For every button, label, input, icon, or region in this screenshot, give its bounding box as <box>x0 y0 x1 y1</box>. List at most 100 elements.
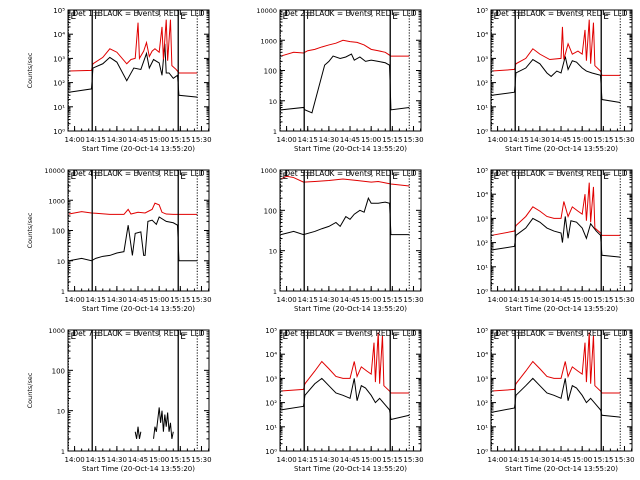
events-series-line-0 <box>491 56 621 104</box>
marker-label: E <box>603 172 609 182</box>
y-tick-label: 10² <box>476 80 488 88</box>
panel-title: Det 4: BLACK = Events, RED = LLD <box>72 169 204 178</box>
marker-label: E <box>603 332 609 342</box>
x-tick-label: 15:00 <box>572 296 592 304</box>
lld-series-line-1 <box>491 19 621 76</box>
y-tick-label: 10⁵ <box>476 167 488 175</box>
panel-p9: E F E 10⁰ 10¹ 10² 10³ 10⁴ 10⁵ 14:00 14:15 14:30 14:4… <box>476 327 634 473</box>
events-series-line-0 <box>280 53 410 114</box>
x-axis-label: Start Time (20-Oct-14 13:55:20) <box>505 305 618 313</box>
x-axis-label: Start Time (20-Oct-14 13:55:20) <box>294 465 407 473</box>
x-tick-label: 15:00 <box>149 296 169 304</box>
y-tick-label: 1 <box>61 448 65 456</box>
x-tick-label: 15:30 <box>403 296 423 304</box>
x-tick-label: 14:30 <box>107 456 127 464</box>
marker-label: F <box>94 332 99 342</box>
marker-label: F <box>306 332 311 342</box>
marker-label: E <box>282 12 288 22</box>
x-tick-label: 15:30 <box>403 456 423 464</box>
y-tick-label: 10 <box>57 258 65 266</box>
x-tick-label: 14:15 <box>509 136 529 144</box>
x-axis-label: Start Time (20-Oct-14 13:55:20) <box>294 305 407 313</box>
x-tick-label: 15:15 <box>382 456 402 464</box>
panel-title: Det 1: BLACK = Events, RED = LLD <box>72 9 204 18</box>
y-tick-label: 10³ <box>265 375 277 383</box>
x-tick-label: 14:45 <box>340 296 360 304</box>
x-tick-label: 14:45 <box>128 136 148 144</box>
marker-label: E <box>180 172 186 182</box>
x-tick-label: 14:00 <box>276 136 296 144</box>
events-series-line-1 <box>153 407 174 439</box>
x-tick-label: 15:30 <box>614 136 634 144</box>
panel-title: Det 5: BLACK = Events, RED = LLD <box>284 169 416 178</box>
y-tick-label: 10³ <box>476 375 488 383</box>
marker-label: E <box>180 332 186 342</box>
x-tick-label: 14:00 <box>487 136 507 144</box>
x-tick-label: 14:00 <box>64 296 84 304</box>
y-tick-label: 10⁴ <box>476 31 488 39</box>
x-tick-label: 15:00 <box>361 456 381 464</box>
plot-frame <box>279 9 422 132</box>
x-axis-label: Start Time (20-Oct-14 13:55:20) <box>505 145 618 153</box>
y-tick-label: 100 <box>264 207 277 215</box>
x-tick-label: 14:15 <box>86 296 106 304</box>
marker-label: E <box>493 332 499 342</box>
x-tick-label: 14:45 <box>551 136 571 144</box>
lld-series-line-1 <box>491 182 621 236</box>
marker-label: E <box>392 332 398 342</box>
marker-label: F <box>306 12 311 22</box>
y-tick-label: 10⁴ <box>476 191 488 199</box>
x-tick-label: 14:15 <box>298 456 318 464</box>
y-tick-label: 1 <box>273 128 277 136</box>
x-tick-label: 15:30 <box>403 136 423 144</box>
x-axis-label: Start Time (20-Oct-14 13:55:20) <box>505 465 618 473</box>
panel-p1: E F E 10⁰ 10¹ 10² 10³ 10⁴ 10⁵ 14:00 14:15 14:30 14:4… <box>26 7 212 153</box>
events-series-line-0 <box>68 216 198 262</box>
y-tick-label: 10 <box>269 98 277 106</box>
y-tick-label: 10⁵ <box>476 7 488 15</box>
y-tick-label: 1 <box>273 288 277 296</box>
plot-frame <box>490 169 633 292</box>
y-tick-label: 10¹ <box>476 424 488 432</box>
x-tick-label: 15:15 <box>593 296 613 304</box>
x-tick-label: 15:00 <box>572 456 592 464</box>
marker-label: E <box>180 12 186 22</box>
events-series-line-0 <box>68 43 198 98</box>
x-tick-label: 14:45 <box>128 296 148 304</box>
marker-label: E <box>493 172 499 182</box>
marker-label: F <box>517 172 522 182</box>
panel-p3: E F E 10⁰ 10¹ 10² 10³ 10⁴ 10⁵ 14:00 14:15 14:30 14:4… <box>476 7 634 153</box>
lld-series-line-1 <box>280 175 410 187</box>
y-tick-label: 10⁴ <box>265 351 277 359</box>
x-tick-label: 15:00 <box>149 136 169 144</box>
marker-label: F <box>517 12 522 22</box>
marker-label: E <box>70 332 76 342</box>
x-tick-label: 14:00 <box>487 456 507 464</box>
x-tick-label: 14:00 <box>487 296 507 304</box>
events-series-line-0 <box>134 426 142 439</box>
x-tick-label: 15:00 <box>361 136 381 144</box>
y-tick-label: 10⁴ <box>476 351 488 359</box>
y-tick-label: 100 <box>264 68 277 76</box>
y-tick-label: 100 <box>52 367 65 375</box>
y-tick-label: 10⁵ <box>476 327 488 335</box>
y-tick-label: 10 <box>269 248 277 256</box>
y-tick-label: 10¹ <box>476 104 488 112</box>
panel-title: Det 2: BLACK = Events, RED = LLD <box>284 9 416 18</box>
y-tick-label: 10⁰ <box>476 288 488 296</box>
marker-label: E <box>392 172 398 182</box>
x-tick-label: 15:15 <box>170 296 190 304</box>
x-tick-label: 14:30 <box>319 296 339 304</box>
x-axis-label: Start Time (20-Oct-14 13:55:20) <box>82 465 195 473</box>
y-tick-label: 10⁰ <box>476 128 488 136</box>
y-tick-label: 100 <box>52 228 65 236</box>
lld-series-line-1 <box>280 332 410 394</box>
y-tick-label: 10⁰ <box>476 448 488 456</box>
y-tick-label: 10⁴ <box>53 31 65 39</box>
marker-label: E <box>70 12 76 22</box>
x-axis-label: Start Time (20-Oct-14 13:55:20) <box>82 145 195 153</box>
